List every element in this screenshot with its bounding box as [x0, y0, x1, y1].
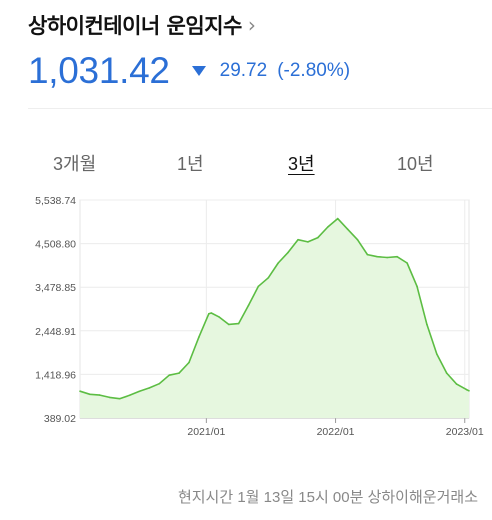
data-point — [336, 217, 339, 220]
data-point — [237, 322, 240, 325]
data-point — [99, 394, 101, 396]
tab-10-years[interactable]: 10년 — [397, 154, 434, 174]
data-point — [386, 256, 389, 259]
price-change-percent: (-2.80%) — [277, 60, 351, 81]
data-point — [426, 323, 428, 326]
series-area — [80, 218, 469, 418]
y-tick-label: 3,478.85 — [35, 282, 76, 294]
data-point — [118, 397, 121, 400]
data-point — [287, 251, 289, 254]
current-price: 1,031.42 — [28, 50, 170, 91]
tab-1-year[interactable]: 1년 — [177, 154, 204, 174]
source-footer: 현지시간 1월 13일 15시 00분 상하이해운거래소 — [177, 489, 478, 506]
data-point — [356, 238, 359, 241]
chevron-right-icon: › — [247, 13, 256, 37]
x-tick-label: 2021/01 — [187, 426, 225, 438]
y-tick-label: 5,538.74 — [35, 195, 76, 207]
period-tabs: 3개월 1년 3년 10년 — [0, 150, 492, 176]
data-point — [247, 304, 250, 307]
x-tick-label: 2022/01 — [317, 426, 355, 438]
index-chart: 5,538.74 4,508.80 3,478.85 2,448.91 1,418.96… — [35, 195, 484, 438]
down-triangle-icon — [191, 66, 206, 76]
data-point — [317, 236, 319, 239]
page-title: 상하이컨테이너 운임지수 — [28, 14, 242, 38]
y-tick-label: 389.02 — [44, 413, 76, 425]
data-point — [178, 372, 180, 374]
data-point — [455, 383, 458, 385]
data-point — [366, 253, 369, 256]
data-point — [227, 323, 230, 326]
data-point — [346, 228, 349, 230]
data-point — [89, 393, 91, 396]
data-point — [218, 316, 220, 318]
data-point — [257, 285, 260, 288]
data-point — [267, 277, 270, 279]
data-point — [327, 226, 329, 228]
data-point — [277, 262, 280, 264]
data-point — [307, 241, 309, 243]
data-point — [128, 394, 131, 397]
price-change: 29.72 — [219, 60, 268, 81]
data-point — [210, 312, 213, 314]
data-point — [188, 361, 190, 364]
index-title-link[interactable]: 상하이컨테이너 운임지수 › — [28, 10, 256, 40]
data-point — [436, 353, 438, 355]
data-point — [138, 390, 141, 393]
data-point — [148, 387, 151, 389]
data-point — [468, 390, 470, 392]
quote-row: 1,031.42 29.72 (-2.80%) — [28, 50, 350, 92]
data-point — [376, 255, 379, 258]
data-point — [198, 336, 200, 338]
tab-3-years[interactable]: 3년 — [288, 154, 315, 174]
x-tick-label: 2023/01 — [446, 426, 484, 438]
series-line — [79, 217, 470, 400]
data-point — [208, 313, 210, 315]
header-divider — [28, 108, 492, 109]
data-point — [396, 255, 398, 258]
y-tick-label: 4,508.80 — [35, 239, 76, 251]
data-point — [168, 374, 170, 376]
data-point — [406, 262, 408, 264]
y-tick-label: 2,448.91 — [35, 326, 76, 338]
data-point — [465, 388, 468, 391]
data-point — [108, 396, 111, 399]
data-point — [416, 285, 418, 288]
tab-3-months[interactable]: 3개월 — [53, 154, 97, 174]
data-point — [158, 382, 161, 385]
data-point — [79, 390, 81, 392]
y-tick-label: 1,418.96 — [35, 369, 76, 381]
data-point — [445, 372, 448, 374]
data-point — [297, 238, 299, 241]
